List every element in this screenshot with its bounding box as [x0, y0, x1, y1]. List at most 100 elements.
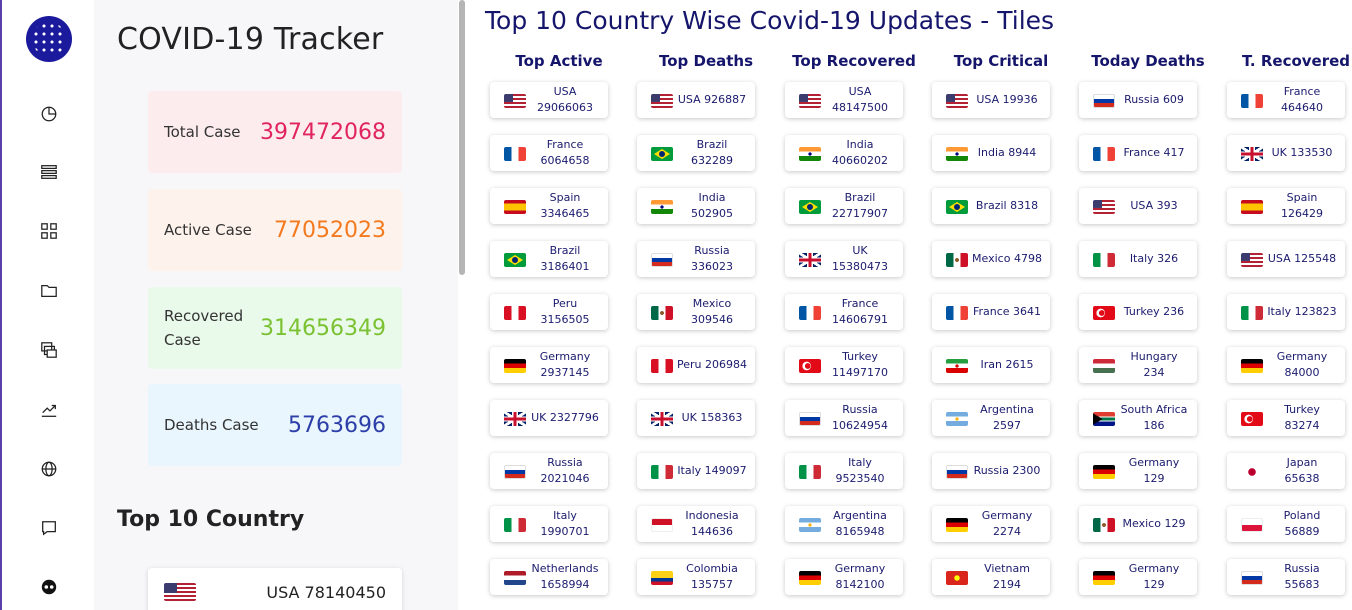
country-tile[interactable]: UK 158363 — [637, 400, 755, 436]
country-tile[interactable]: Turkey 11497170 — [785, 347, 903, 383]
country-tile[interactable]: USA 393 — [1079, 188, 1197, 224]
country-tile[interactable]: Germany 84000 — [1227, 347, 1345, 383]
country-tile[interactable]: Indonesia 144636 — [637, 506, 755, 542]
germany-flag-icon — [1093, 571, 1115, 585]
pie-chart-icon[interactable] — [39, 104, 59, 124]
column-heading: Top Critical — [953, 52, 1049, 70]
recovered-case-card: Recovered Case 314656349 — [148, 287, 402, 369]
country-tile[interactable]: Mexico 309546 — [637, 294, 755, 330]
usa-flag-icon — [799, 94, 821, 108]
tile-text: Hungary 234 — [1130, 350, 1178, 379]
tile-text: Mexico 309546 — [691, 297, 733, 326]
country-tile[interactable]: Italy 149097 — [637, 453, 755, 489]
country-tile[interactable]: France 6064658 — [490, 135, 608, 171]
country-tile[interactable]: Brazil 3186401 — [490, 241, 608, 277]
column-heading: T. Recovered — [1241, 52, 1351, 70]
stats-scrollbar[interactable] — [459, 0, 465, 275]
tile-text: Vietnam 2194 — [984, 562, 1030, 591]
tile-text: Italy 149097 — [677, 464, 747, 477]
country-tile[interactable]: Russia 55683 — [1227, 559, 1345, 595]
germany-flag-icon — [1093, 465, 1115, 479]
country-tile[interactable]: Russia 2300 — [932, 453, 1050, 489]
country-tile[interactable]: Germany 8142100 — [785, 559, 903, 595]
country-tile[interactable]: Turkey 236 — [1079, 294, 1197, 330]
trend-icon[interactable] — [39, 400, 59, 420]
spain-flag-icon — [1241, 200, 1263, 214]
country-tile[interactable]: Netherlands 1658994 — [490, 559, 608, 595]
mask-icon[interactable] — [39, 577, 59, 597]
country-tile[interactable]: UK 133530 — [1227, 135, 1345, 171]
country-tile[interactable]: Italy 9523540 — [785, 453, 903, 489]
country-tile[interactable]: Germany 2937145 — [490, 347, 608, 383]
country-tile[interactable]: France 3641 — [932, 294, 1050, 330]
country-tile[interactable]: Spain 126429 — [1227, 188, 1345, 224]
country-tile[interactable]: USA 19936 — [932, 82, 1050, 118]
country-tile[interactable]: Russia 336023 — [637, 241, 755, 277]
list-icon[interactable] — [39, 162, 59, 182]
usa-flag-icon — [651, 94, 673, 108]
country-tile[interactable]: Colombia 135757 — [637, 559, 755, 595]
country-tile[interactable]: UK 15380473 — [785, 241, 903, 277]
russia-flag-icon — [799, 412, 821, 426]
tile-text: Poland 56889 — [1283, 509, 1321, 538]
russia-flag-icon — [1093, 94, 1115, 108]
country-tile[interactable]: UK 2327796 — [490, 400, 608, 436]
country-tile[interactable]: USA 29066063 — [490, 82, 608, 118]
covid-logo-icon[interactable] — [26, 16, 72, 62]
country-tile[interactable]: Mexico 4798 — [932, 241, 1050, 277]
country-tile[interactable]: Vietnam 2194 — [932, 559, 1050, 595]
country-tile[interactable]: Poland 56889 — [1227, 506, 1345, 542]
usa-flag-icon — [504, 94, 526, 108]
country-tile[interactable]: Russia 10624954 — [785, 400, 903, 436]
country-tile[interactable]: Russia 2021046 — [490, 453, 608, 489]
country-tile[interactable]: France 417 — [1079, 135, 1197, 171]
country-tile[interactable]: Mexico 129 — [1079, 506, 1197, 542]
layers-icon[interactable] — [39, 340, 59, 360]
country-tile[interactable]: India 40660202 — [785, 135, 903, 171]
country-tile[interactable]: Italy 326 — [1079, 241, 1197, 277]
country-tile[interactable]: Germany 2274 — [932, 506, 1050, 542]
country-tile[interactable]: Turkey 83274 — [1227, 400, 1345, 436]
usa-flag-icon — [164, 583, 196, 601]
active-case-card: Active Case 77052023 — [148, 189, 402, 271]
country-tile[interactable]: Spain 3346465 — [490, 188, 608, 224]
country-tile[interactable]: South Africa 186 — [1079, 400, 1197, 436]
peru-flag-icon — [651, 359, 673, 373]
country-tile[interactable]: USA 48147500 — [785, 82, 903, 118]
country-tile[interactable]: Japan 65638 — [1227, 453, 1345, 489]
country-tile[interactable]: Germany 129 — [1079, 559, 1197, 595]
recovered-case-value: 314656349 — [260, 315, 386, 341]
country-tile[interactable]: Argentina 8165948 — [785, 506, 903, 542]
country-tile[interactable]: Italy 123823 — [1227, 294, 1345, 330]
recovered-case-label: Recovered Case — [164, 307, 244, 349]
country-tile[interactable]: Brazil 632289 — [637, 135, 755, 171]
country-tile[interactable]: Brazil 22717907 — [785, 188, 903, 224]
country-tile[interactable]: Germany 129 — [1079, 453, 1197, 489]
globe-icon[interactable] — [39, 459, 59, 479]
folder-icon[interactable] — [39, 281, 59, 301]
country-tile[interactable]: USA 926887 — [637, 82, 755, 118]
country-tile[interactable]: Italy 1990701 — [490, 506, 608, 542]
country-tile[interactable]: Peru 206984 — [637, 347, 755, 383]
country-tile[interactable]: Peru 3156505 — [490, 294, 608, 330]
tile-text: Spain 3346465 — [540, 191, 590, 220]
country-tile[interactable]: India 502905 — [637, 188, 755, 224]
country-tile[interactable]: Argentina 2597 — [932, 400, 1050, 436]
country-tile[interactable]: Iran 2615 — [932, 347, 1050, 383]
country-tile[interactable]: Hungary 234 — [1079, 347, 1197, 383]
tile-column-0: Top Active USA 29066063 France 6064658 Spain 3… — [486, 52, 632, 595]
country-tile[interactable]: France 464640 — [1227, 82, 1345, 118]
italy-flag-icon — [651, 465, 673, 479]
tile-text: Iran 2615 — [980, 358, 1034, 371]
country-tile[interactable]: USA 125548 — [1227, 241, 1345, 277]
country-tile[interactable]: France 14606791 — [785, 294, 903, 330]
brazil-flag-icon — [946, 200, 968, 214]
india-flag-icon — [799, 147, 821, 161]
country-tile[interactable]: India 8944 — [932, 135, 1050, 171]
top10-list-item[interactable]: USA 78140450 — [148, 568, 402, 610]
tile-text: Germany 2937145 — [539, 350, 591, 379]
grid-icon[interactable] — [39, 221, 59, 241]
comment-icon[interactable] — [39, 518, 59, 538]
country-tile[interactable]: Brazil 8318 — [932, 188, 1050, 224]
country-tile[interactable]: Russia 609 — [1079, 82, 1197, 118]
